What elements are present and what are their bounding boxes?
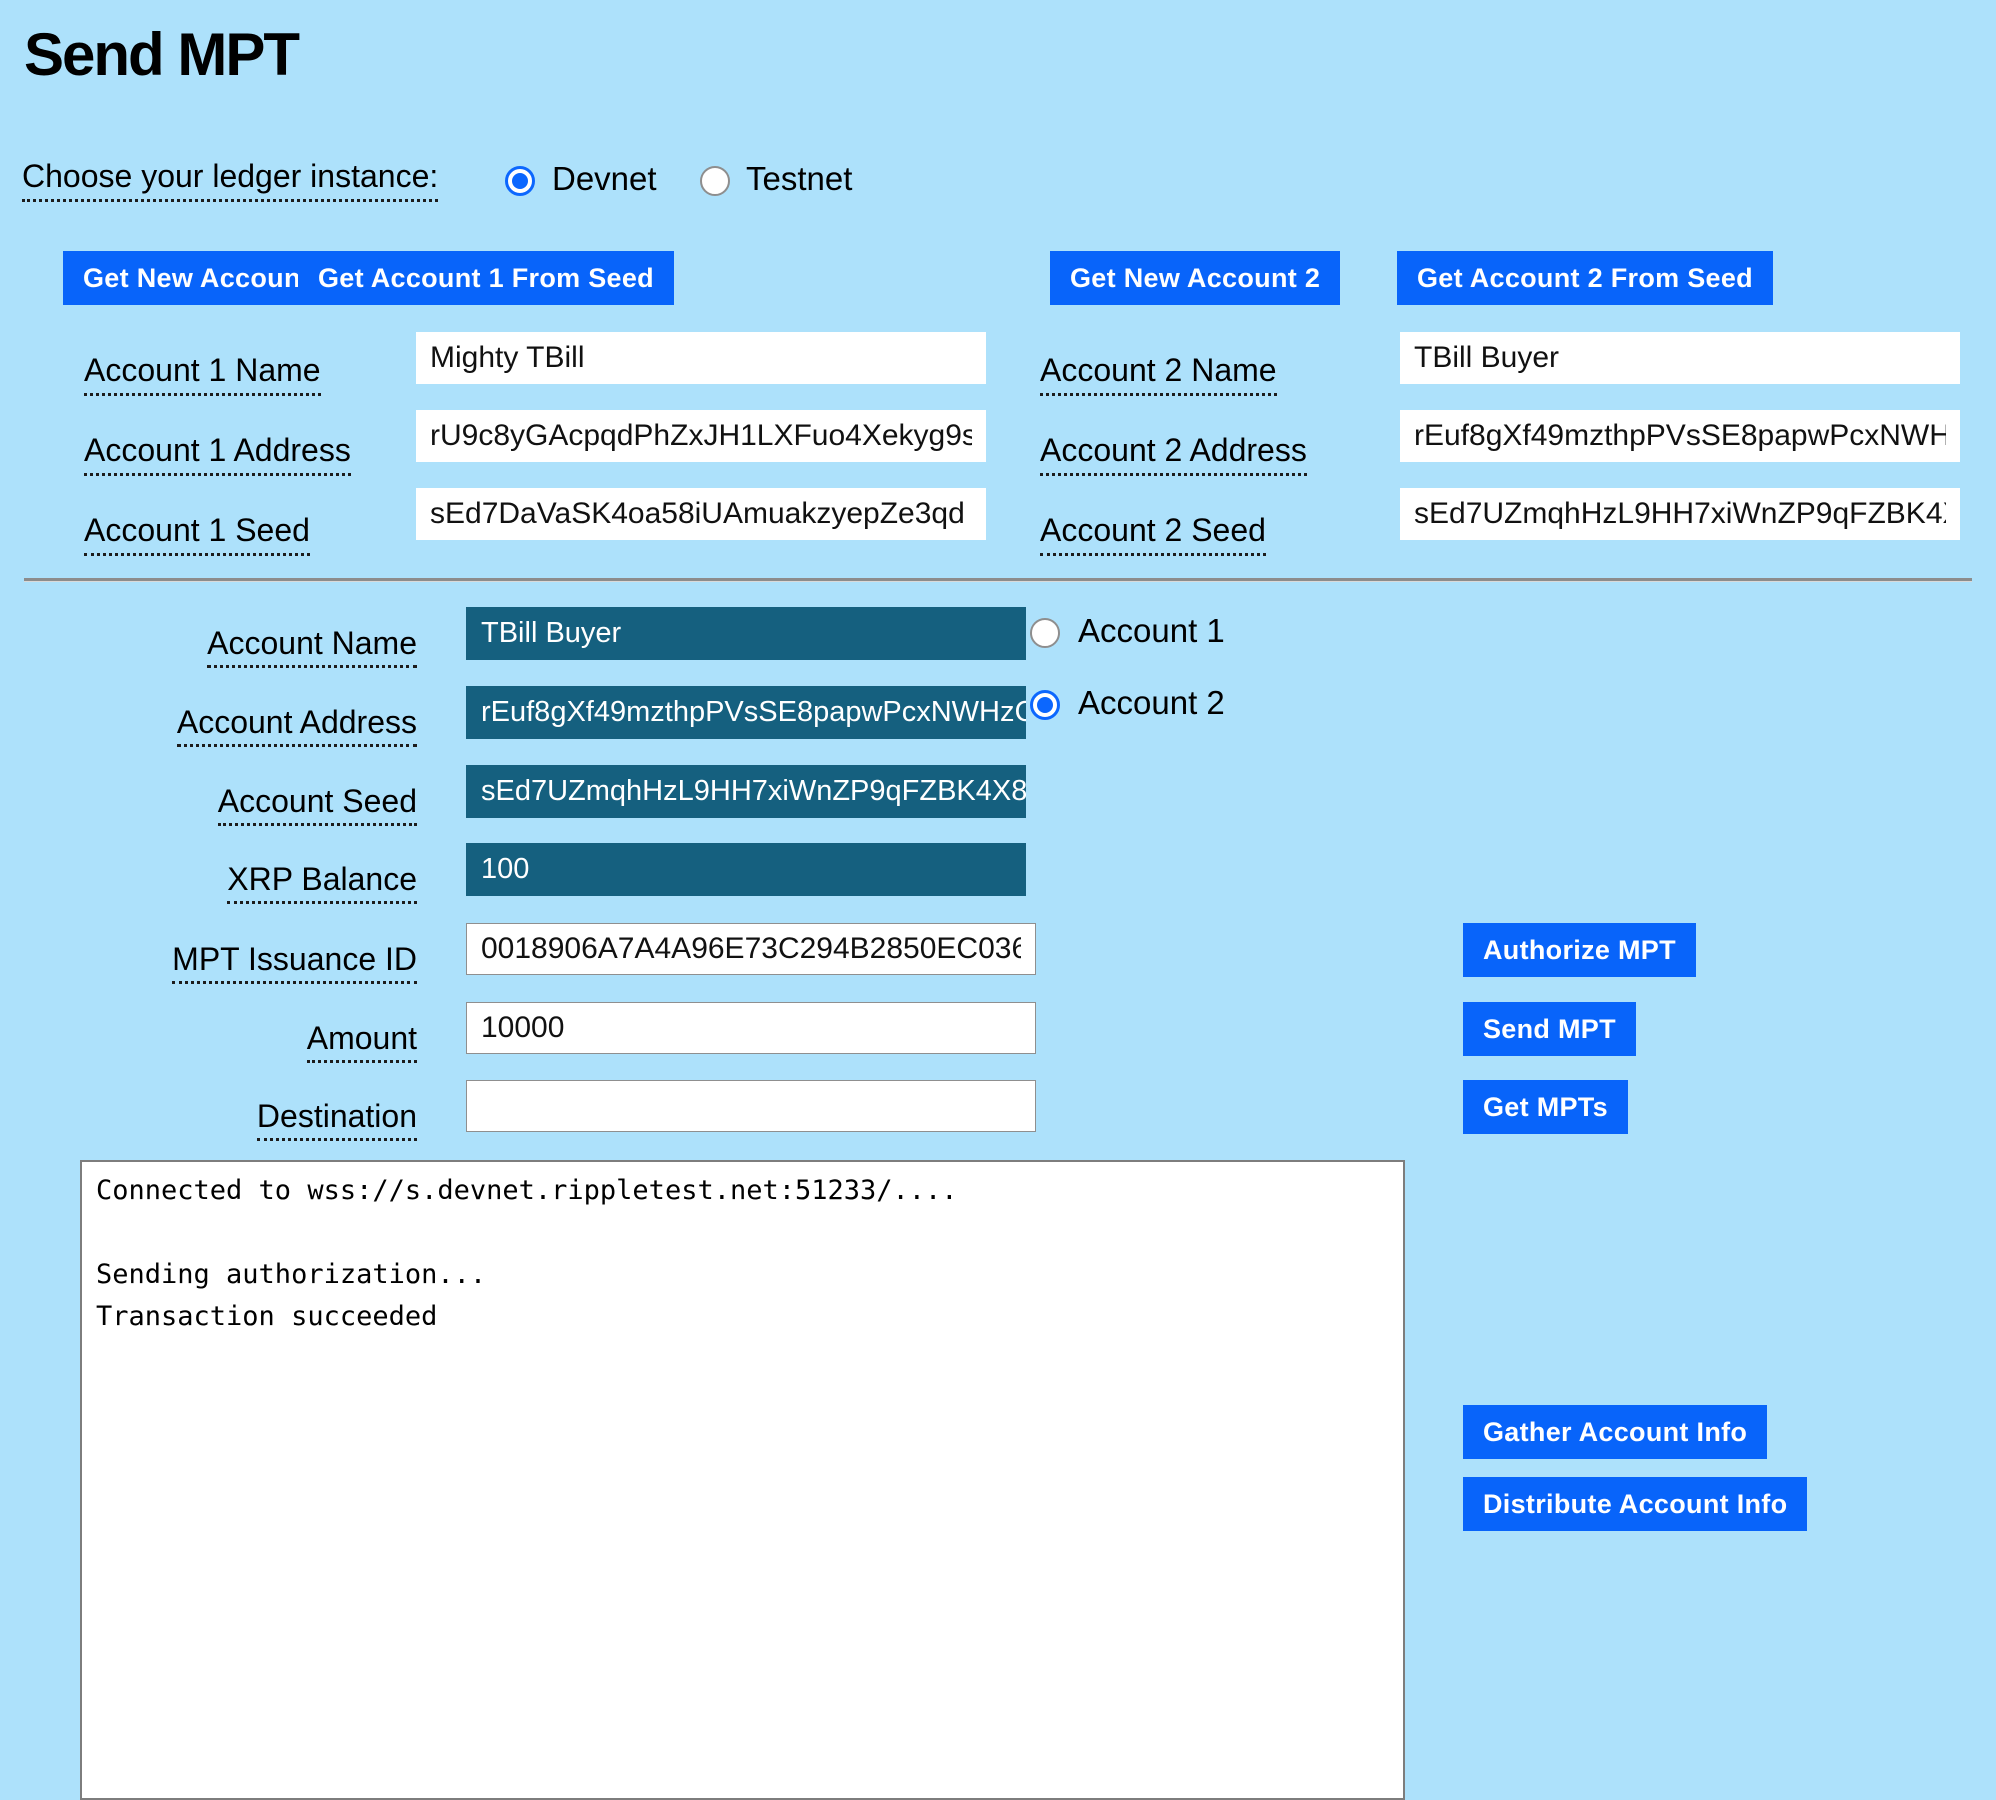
get-account1-from-seed-button[interactable]: Get Account 1 From Seed bbox=[298, 251, 674, 305]
destination-label: Destination bbox=[72, 1098, 417, 1141]
account-seed-label: Account Seed bbox=[72, 783, 417, 826]
account2-name-label: Account 2 Name bbox=[1040, 352, 1277, 396]
testnet-radio[interactable] bbox=[700, 166, 730, 196]
account1-name-input[interactable] bbox=[416, 332, 986, 384]
account2-radio-label: Account 2 bbox=[1078, 684, 1225, 721]
account1-address-input[interactable] bbox=[416, 410, 986, 462]
account-seed-field: sEd7UZmqhHzL9HH7xiWnZP9qFZBK4X8 bbox=[466, 765, 1026, 818]
mpt-issuance-id-label: MPT Issuance ID bbox=[72, 941, 417, 984]
amount-input[interactable] bbox=[466, 1002, 1036, 1054]
get-mpts-button[interactable]: Get MPTs bbox=[1463, 1080, 1628, 1134]
account2-seed-input[interactable] bbox=[1400, 488, 1960, 540]
distribute-account-info-button[interactable]: Distribute Account Info bbox=[1463, 1477, 1808, 1531]
get-new-account2-button[interactable]: Get New Account 2 bbox=[1050, 251, 1341, 305]
section-divider bbox=[24, 578, 1972, 582]
devnet-radio-label: Devnet bbox=[552, 160, 657, 197]
authorize-mpt-button[interactable]: Authorize MPT bbox=[1463, 923, 1696, 977]
account1-address-label: Account 1 Address bbox=[84, 432, 351, 476]
amount-label: Amount bbox=[72, 1020, 417, 1063]
account-name-field: TBill Buyer bbox=[466, 607, 1026, 660]
page-title: Send MPT bbox=[24, 21, 300, 88]
mpt-issuance-id-input[interactable] bbox=[466, 923, 1036, 975]
account1-radio-label: Account 1 bbox=[1078, 612, 1225, 649]
account1-seed-input[interactable] bbox=[416, 488, 986, 540]
destination-input[interactable] bbox=[466, 1080, 1036, 1132]
account-address-field: rEuf8gXf49mzthpPVsSE8papwPcxNWHzCC bbox=[466, 686, 1026, 739]
devnet-radio[interactable] bbox=[505, 166, 535, 196]
account2-address-label: Account 2 Address bbox=[1040, 432, 1307, 476]
account1-seed-label: Account 1 Seed bbox=[84, 512, 310, 556]
get-account2-from-seed-button[interactable]: Get Account 2 From Seed bbox=[1397, 251, 1773, 305]
testnet-radio-label: Testnet bbox=[746, 160, 853, 197]
account-name-label: Account Name bbox=[72, 625, 417, 668]
xrp-balance-label: XRP Balance bbox=[72, 861, 417, 904]
gather-account-info-button[interactable]: Gather Account Info bbox=[1463, 1405, 1768, 1459]
ledger-instance-label: Choose your ledger instance: bbox=[22, 158, 439, 202]
account2-seed-label: Account 2 Seed bbox=[1040, 512, 1266, 556]
results-textarea[interactable]: Connected to wss://s.devnet.rippletest.n… bbox=[80, 1160, 1405, 1800]
account-address-label: Account Address bbox=[72, 704, 417, 747]
send-mpt-page: { "title": "Send MPT", "ledger": { "labe… bbox=[0, 0, 1996, 1758]
account2-radio[interactable] bbox=[1030, 690, 1060, 720]
xrp-balance-field: 100 bbox=[466, 843, 1026, 896]
account2-name-input[interactable] bbox=[1400, 332, 1960, 384]
account1-name-label: Account 1 Name bbox=[84, 352, 321, 396]
account1-radio[interactable] bbox=[1030, 618, 1060, 648]
send-mpt-button[interactable]: Send MPT bbox=[1463, 1002, 1636, 1056]
account2-address-input[interactable] bbox=[1400, 410, 1960, 462]
